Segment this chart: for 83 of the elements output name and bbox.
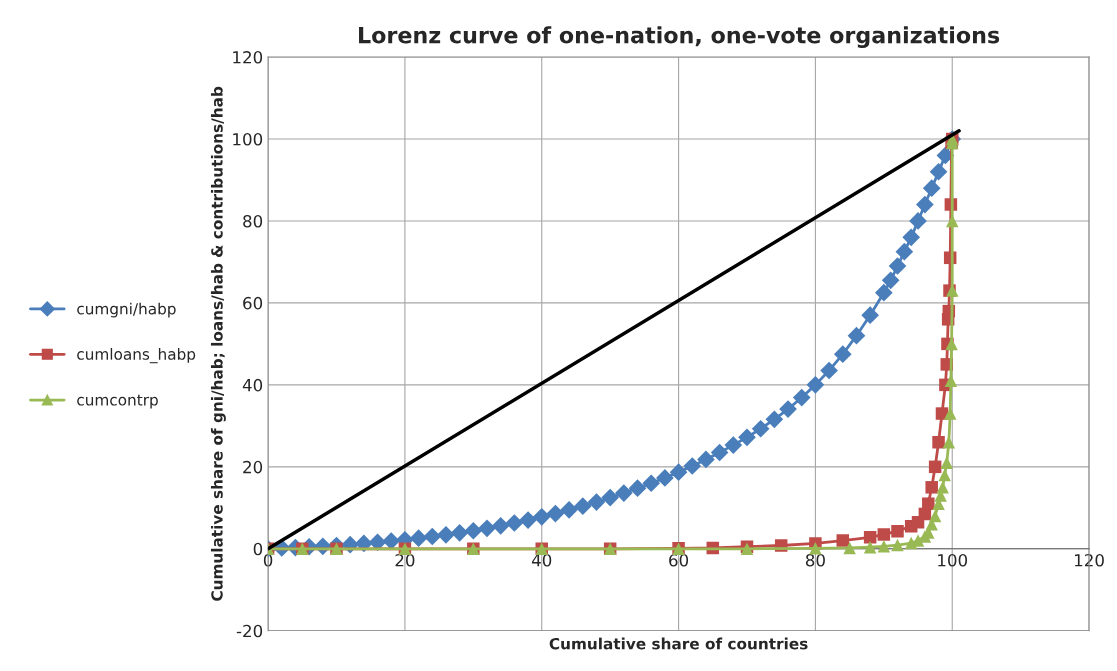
point xyxy=(560,501,578,519)
y-tick-label: 40 xyxy=(242,378,263,392)
legend-label: cumgni/habp xyxy=(77,302,176,318)
point xyxy=(929,162,948,181)
point xyxy=(765,410,784,429)
x-tick-label: 100 xyxy=(938,553,968,567)
point xyxy=(843,541,856,555)
point xyxy=(922,179,941,198)
point xyxy=(642,474,661,493)
point xyxy=(863,531,877,544)
point xyxy=(928,460,942,474)
point xyxy=(881,271,900,290)
x-axis-title: Cumulative share of countries xyxy=(549,637,808,650)
point xyxy=(943,407,957,420)
point xyxy=(505,514,524,532)
chart-title: Lorenz curve of one-nation, one-vote organizations xyxy=(359,26,1000,48)
point xyxy=(532,507,551,526)
point xyxy=(877,540,891,553)
point xyxy=(902,228,921,247)
point xyxy=(478,519,496,538)
point xyxy=(833,345,852,363)
point xyxy=(669,463,688,481)
point xyxy=(437,526,455,544)
point xyxy=(806,376,825,394)
y-tick-label: 120 xyxy=(233,51,263,64)
point xyxy=(874,283,893,302)
y-tick-label: 80 xyxy=(243,214,263,228)
point xyxy=(836,534,850,547)
point xyxy=(628,479,647,497)
point xyxy=(938,468,951,482)
point xyxy=(491,516,510,535)
point xyxy=(861,306,879,325)
point xyxy=(587,493,606,511)
point xyxy=(936,481,949,494)
point xyxy=(935,407,949,420)
x-tick-label: 120 xyxy=(1075,553,1104,567)
x-tick-label: 0 xyxy=(263,553,273,567)
point xyxy=(738,428,756,447)
y-tick-label: -20 xyxy=(236,624,263,638)
point xyxy=(724,436,743,454)
point xyxy=(697,450,715,469)
legend-label: cumcontrp xyxy=(77,394,158,409)
point xyxy=(945,337,958,351)
point xyxy=(573,497,592,515)
point xyxy=(683,457,702,475)
point xyxy=(656,469,674,487)
point xyxy=(922,497,935,510)
point xyxy=(925,481,938,494)
point xyxy=(863,540,877,554)
legend-label: cumloans_habp xyxy=(77,348,196,364)
point xyxy=(847,326,866,345)
point xyxy=(945,214,959,228)
point xyxy=(928,509,942,523)
point xyxy=(877,528,891,541)
point xyxy=(909,212,927,230)
point xyxy=(932,435,945,449)
y-tick-label: 100 xyxy=(233,132,263,146)
point xyxy=(809,542,822,555)
point xyxy=(891,524,904,538)
point xyxy=(888,257,907,275)
point xyxy=(820,361,838,380)
y-axis-title: Cumulative share of gni/hab; loans/hab & contributions/hab xyxy=(210,86,226,601)
y-tick-label: 0 xyxy=(253,542,263,556)
point xyxy=(944,374,958,388)
point xyxy=(792,388,811,407)
point xyxy=(940,456,954,469)
point xyxy=(409,529,428,547)
point xyxy=(916,195,934,214)
point xyxy=(423,527,442,546)
point xyxy=(615,484,633,502)
point xyxy=(519,511,537,529)
y-tick-label: 20 xyxy=(243,460,263,474)
point xyxy=(895,242,914,261)
point xyxy=(546,504,565,523)
point xyxy=(450,523,469,542)
point xyxy=(601,488,619,507)
y-tick-label: 60 xyxy=(243,296,263,310)
point xyxy=(891,538,904,552)
point xyxy=(751,419,770,438)
point xyxy=(710,443,729,462)
point xyxy=(464,521,483,540)
point xyxy=(779,400,797,418)
x-tick-label: 80 xyxy=(805,553,825,567)
